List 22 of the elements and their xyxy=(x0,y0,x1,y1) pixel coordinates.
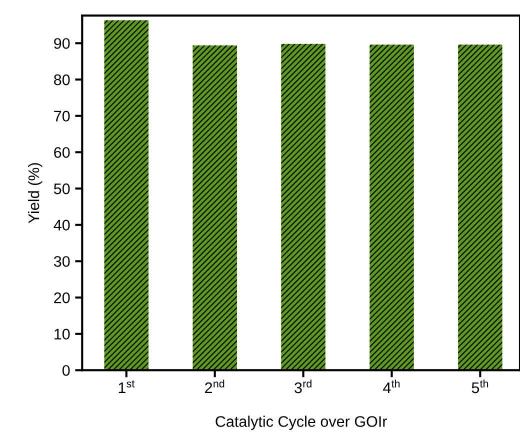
x-axis-title: Catalytic Cycle over GOIr xyxy=(216,416,387,430)
y-tick-label: 70 xyxy=(54,110,70,122)
y-tick-label: 60 xyxy=(54,147,70,158)
y-tick-label: 90 xyxy=(54,38,70,49)
bar xyxy=(192,45,237,370)
y-tick-label: 20 xyxy=(54,292,70,304)
bar xyxy=(458,44,502,370)
y-axis-title: Yield (%) xyxy=(28,163,42,224)
y-tick-label: 40 xyxy=(54,220,70,231)
bar xyxy=(370,44,414,370)
y-tick-label: 0 xyxy=(62,365,70,376)
x-tick-label: 4$^{th}$ xyxy=(383,380,400,394)
y-tick-label: 10 xyxy=(54,328,70,340)
x-tick-label: 2$^{nd}$ xyxy=(205,380,224,394)
y-tick-label: 50 xyxy=(54,183,70,194)
bar xyxy=(281,44,326,370)
y-tick-label: 30 xyxy=(54,256,70,267)
bar xyxy=(104,20,148,370)
y-tick-label: 80 xyxy=(54,74,70,86)
x-tick-label: 3$^{rd}$ xyxy=(294,380,312,394)
x-tick-label: 1$^{st}$ xyxy=(118,380,135,393)
x-tick-label: 5$^{th}$ xyxy=(472,380,488,394)
